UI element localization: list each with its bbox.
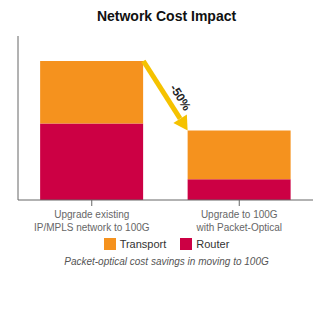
svg-text:Upgrade existingIP/MPLS networ: Upgrade existingIP/MPLS network to 100G — [34, 209, 150, 233]
html-text:Packet-optical cost savings in: Packet-optical cost savings in moving to… — [64, 256, 269, 267]
html-text:Transport: Transport — [119, 238, 167, 250]
html-text:Network Cost Impact: Network Cost Impact — [96, 8, 237, 24]
svg-text:Upgrade to 100Gwith Packet-Opt: Upgrade to 100Gwith Packet-Optical — [195, 209, 282, 233]
html-text:Router: Router — [196, 238, 230, 250]
svg-text:-50%: -50% — [167, 82, 194, 113]
